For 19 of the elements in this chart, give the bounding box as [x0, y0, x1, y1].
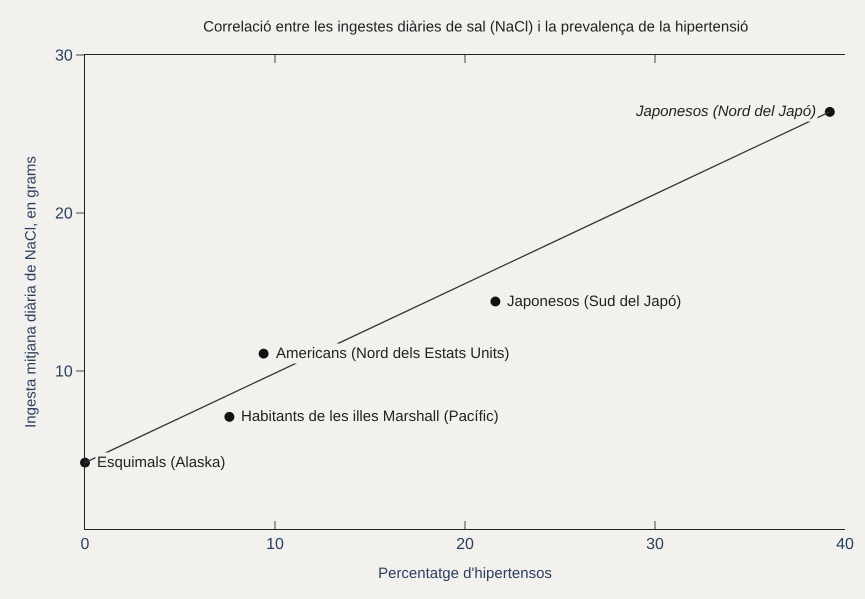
- y-tick-label: 10: [55, 364, 73, 381]
- x-tick-label: 30: [646, 536, 664, 554]
- y-axis-title: Ingesta mitjana diària de NaCl, en grams: [22, 156, 40, 428]
- x-tick-label: 40: [836, 536, 854, 554]
- point: [224, 412, 234, 422]
- annotation: Esquimals (Alaska): [97, 454, 226, 471]
- annotation: Japonesos (Sud del Japó): [507, 293, 682, 310]
- y-tick-label: 20: [55, 206, 73, 223]
- annotation: Habitants de les illes Marshall (Pacífic): [241, 408, 499, 425]
- chart-title: Correlació entre les ingestes diàries de sal (NaCl) i la prevalença de la hipertensió: [203, 18, 748, 36]
- x-tick-label: 0: [80, 536, 90, 554]
- point: [490, 296, 500, 306]
- x-tick-label: 10: [266, 536, 284, 554]
- y-tick-label: 30: [55, 48, 73, 65]
- x-tick-label: 20: [456, 536, 474, 554]
- point: [258, 348, 269, 359]
- annotation: Japonesos (Nord del Japó): [635, 103, 816, 120]
- x-axis-title: Percentatge d'hipertensos: [378, 565, 552, 582]
- annotation: Americans (Nord dels Estats Units): [276, 345, 510, 362]
